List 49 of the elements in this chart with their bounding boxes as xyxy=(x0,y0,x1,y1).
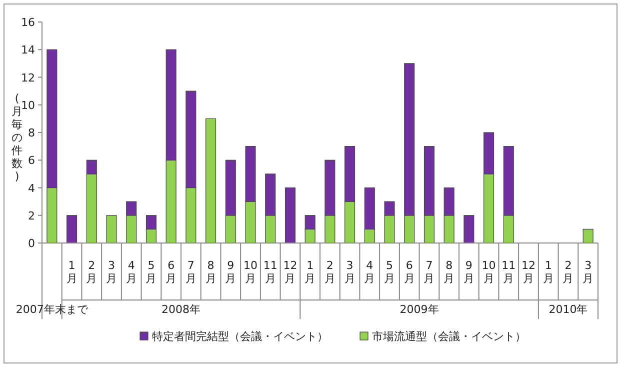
x-tick-label: 4月 xyxy=(124,259,138,285)
x-tick-label: 8月 xyxy=(442,259,456,285)
x-tick-label: 6月 xyxy=(164,259,178,285)
legend-label: 特定者間完結型（会議・イベント） xyxy=(152,330,328,343)
x-tick-label: 2月 xyxy=(323,259,336,285)
x-tick-label: 1月 xyxy=(542,259,555,285)
y-tick-label: 2 xyxy=(28,209,35,222)
bar xyxy=(106,215,117,244)
x-tick-label: 5月 xyxy=(382,259,396,285)
x-tick-label: 12月 xyxy=(282,259,298,285)
y-tick-label: 12 xyxy=(21,71,35,84)
text: 2008年 xyxy=(161,303,200,316)
y-tick-label: 0 xyxy=(28,237,35,250)
y-tick-label: 10 xyxy=(21,98,35,112)
x-tick-label: 10月 xyxy=(480,259,497,285)
bar xyxy=(464,215,474,244)
x-tick-label: 5月 xyxy=(144,259,158,285)
x-tick-label: 11月 xyxy=(500,259,517,285)
bar xyxy=(66,215,78,244)
x-tick-label: 8月 xyxy=(204,259,218,285)
y-axis-title: (月毎の件数) xyxy=(10,92,22,183)
x-tick-label: 3月 xyxy=(343,259,356,285)
x-tick-label: 3月 xyxy=(104,259,118,285)
x-tick-label: 1月 xyxy=(65,259,78,285)
x-tick-label: 9月 xyxy=(462,259,476,285)
x-tick-label: 1月 xyxy=(304,259,317,285)
x-tick-label: 4月 xyxy=(363,259,376,285)
bar xyxy=(284,187,296,244)
text: 2007年末まで xyxy=(14,303,90,316)
y-tick-label: 8 xyxy=(28,126,35,140)
x-tick-label: 9月 xyxy=(224,259,238,285)
x-tick-label: 3月 xyxy=(582,259,595,285)
x-tick-label: 12月 xyxy=(520,259,536,285)
y-tick-label: 6 xyxy=(28,154,35,168)
bar xyxy=(582,228,594,244)
text: 2009年 xyxy=(398,303,440,316)
x-tick-label: 6月 xyxy=(402,259,416,285)
y-tick-label: 14 xyxy=(21,44,35,57)
x-tick-label: 2月 xyxy=(562,259,575,285)
x-tick-label: 11月 xyxy=(262,259,278,285)
y-tick-label: 4 xyxy=(28,182,35,195)
bar xyxy=(206,118,216,244)
y-tick-label: 16 xyxy=(21,16,35,29)
legend-label: 市場流通型（会議・イベント） xyxy=(372,330,526,343)
x-tick-label: 2月 xyxy=(85,259,98,285)
text: 2010年 xyxy=(548,303,589,316)
x-tick-label: 10月 xyxy=(242,259,258,285)
x-tick-label: 7月 xyxy=(184,259,198,285)
x-tick-label: 7月 xyxy=(422,259,436,285)
